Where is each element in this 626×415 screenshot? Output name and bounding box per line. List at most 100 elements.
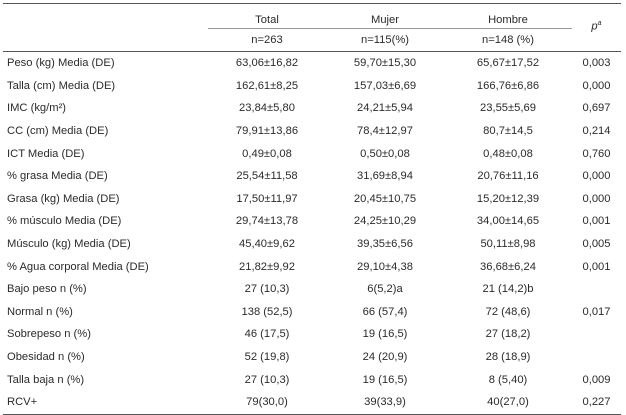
- cell-mujer: 24,21±5,94: [357, 102, 413, 115]
- cell-total: 27 (10,3): [244, 283, 290, 296]
- cell-mujer: 19 (16,5): [362, 373, 408, 386]
- cell-mujer: 19 (16,5): [362, 328, 408, 341]
- row-label: Peso (kg) Media (DE): [7, 57, 115, 70]
- cell-hombre: 20,76±11,16: [477, 170, 539, 183]
- table-row: Talla (cm) Media (DE) 162,61±8,25 157,03±6…: [3, 75, 621, 98]
- cell-p-value: 0,760: [582, 147, 611, 160]
- cell-hombre: 28 (18,9): [485, 351, 531, 364]
- cell-hombre: 36,68±6,24: [480, 260, 536, 273]
- table-row: Obesidad n (%) 52 (19,8) 24 (20,9) 28 (18,9…: [3, 346, 621, 369]
- row-label: Músculo (kg) Media (DE): [7, 238, 131, 251]
- table-row: ICT Media (DE) 0,49±0,08 0,50±0,08 0,48±0,0…: [3, 142, 621, 165]
- cell-p-value: [572, 323, 621, 346]
- cell-hombre: 50,11±8,98: [480, 238, 536, 251]
- cell-total: 46 (17,5): [244, 328, 290, 341]
- table-row: Grasa (kg) Media (DE) 17,50±11,97 20,45±10…: [3, 188, 621, 211]
- results-table: Total Mujer Hombre pa n=263 n=115(%) n=1…: [3, 3, 621, 415]
- row-label: CC (cm) Media (DE): [7, 125, 109, 138]
- cell-p-value: 0,000: [582, 192, 611, 205]
- cell-hombre: 72 (48,6): [485, 305, 531, 318]
- cell-p-value: 0,697: [582, 102, 611, 115]
- cell-p-value: 0,000: [582, 79, 611, 92]
- cell-hombre: 40(27,0): [444, 390, 572, 415]
- cell-mujer: 39,35±6,56: [357, 238, 413, 251]
- row-label: Talla (cm) Media (DE): [7, 79, 116, 92]
- cell-p-value: 0,009: [582, 373, 611, 386]
- cell-p-value: 0,214: [582, 125, 611, 138]
- row-label: % grasa Media (DE): [7, 170, 108, 183]
- cell-p-value: 0,003: [582, 57, 611, 70]
- cell-mujer: 31,69±8,94: [357, 170, 413, 183]
- header-p-value: pa: [572, 3, 621, 52]
- cell-hombre: 27 (18,2): [485, 328, 531, 341]
- header-n-total: n=263: [208, 28, 326, 52]
- header-p-superscript: a: [597, 20, 602, 28]
- header-n-mujer: n=115(%): [326, 28, 444, 52]
- cell-mujer: 24,25±10,29: [353, 215, 417, 228]
- cell-mujer: 66 (57,4): [362, 305, 408, 318]
- header-total: Total: [208, 3, 326, 29]
- cell-hombre: 34,00±14,65: [476, 215, 540, 228]
- row-label: RCV+: [3, 390, 208, 415]
- row-label: Grasa (kg) Media (DE): [7, 192, 120, 205]
- table-row: Peso (kg) Media (DE) 63,06±16,82 59,70±15,…: [3, 52, 621, 75]
- cell-p-value: 0,000: [582, 170, 611, 183]
- row-label: % Agua corporal Media (DE): [7, 260, 149, 273]
- row-label: Bajo peso n (%): [7, 283, 87, 296]
- cell-total: 25,54±11,58: [236, 170, 298, 183]
- cell-hombre: 23,55±5,69: [480, 102, 536, 115]
- table-row: % grasa Media (DE) 25,54±11,58 31,69±8,94 2…: [3, 165, 621, 188]
- cell-mujer: 24 (20,9): [362, 351, 408, 364]
- cell-mujer: 6(5,2)a: [367, 283, 403, 296]
- table-header: Total Mujer Hombre pa n=263 n=115(%) n=1…: [3, 3, 621, 52]
- cell-hombre: 8 (5,40): [488, 373, 528, 386]
- row-label: Obesidad n (%): [7, 351, 85, 364]
- cell-p-value: [572, 346, 621, 369]
- table-row: % Agua corporal Media (DE) 21,82±9,92 29,1…: [3, 255, 621, 278]
- cell-mujer: 20,45±10,75: [353, 192, 417, 205]
- row-label: IMC (kg/m²): [7, 102, 67, 115]
- cell-total: 0,49±0,08: [242, 147, 292, 160]
- cell-hombre: 15,20±12,39: [476, 192, 540, 205]
- header-n-hombre: n=148 (%): [444, 28, 572, 52]
- cell-hombre: 80,7±14,5: [483, 125, 533, 138]
- header-mujer: Mujer: [326, 3, 444, 29]
- row-label: ICT Media (DE): [7, 147, 85, 160]
- table-row: IMC (kg/m²) 23,84±5,80 24,21±5,94 23,55±5,6…: [3, 97, 621, 120]
- table-row: % músculo Media (DE) 29,74±13,78 24,25±10,…: [3, 210, 621, 233]
- cell-p-value: 0,017: [582, 305, 611, 318]
- cell-total: 23,84±5,80: [239, 102, 295, 115]
- cell-p-value: [572, 278, 621, 301]
- table-row: Bajo peso n (%) 27 (10,3) 6(5,2)a 21 (14,2)…: [3, 278, 621, 301]
- header-p-letter: p: [591, 20, 598, 33]
- cell-total: 79,91±13,86: [235, 125, 299, 138]
- row-label: % músculo Media (DE): [7, 215, 122, 228]
- cell-hombre: 65,67±17,52: [476, 57, 540, 70]
- cell-total: 27 (10,3): [244, 373, 290, 386]
- header-hombre: Hombre: [444, 3, 572, 29]
- cell-total: 17,50±11,97: [236, 192, 298, 205]
- cell-p-value: 0,001: [582, 215, 611, 228]
- cell-mujer: 157,03±6,69: [353, 79, 417, 92]
- cell-p-value: 0,227: [572, 390, 621, 415]
- table-body: Peso (kg) Media (DE) 63,06±16,82 59,70±15,…: [3, 52, 621, 415]
- cell-hombre: 21 (14,2)b: [482, 283, 534, 296]
- cell-hombre: 0,48±0,08: [483, 147, 533, 160]
- cell-p-value: 0,001: [582, 260, 611, 273]
- table-row: CC (cm) Media (DE) 79,91±13,86 78,4±12,97 8…: [3, 120, 621, 143]
- row-label: Normal n (%): [7, 305, 73, 318]
- cell-mujer: 0,50±0,08: [360, 147, 410, 160]
- cell-total: 52 (19,8): [244, 351, 290, 364]
- table-row: Sobrepeso n (%) 46 (17,5) 19 (16,5) 27 (18,…: [3, 323, 621, 346]
- table-row: Músculo (kg) Media (DE) 45,40±9,62 39,35±6…: [3, 233, 621, 256]
- cell-total: 21,82±9,92: [239, 260, 295, 273]
- cell-mujer: 59,70±15,30: [353, 57, 417, 70]
- cell-mujer: 29,10±4,38: [357, 260, 413, 273]
- cell-mujer: 39(33,9): [326, 390, 444, 415]
- header-empty-cell-2: [3, 28, 208, 52]
- row-label: Talla baja n (%): [7, 373, 85, 386]
- cell-hombre: 166,76±6,86: [476, 79, 540, 92]
- cell-total: 45,40±9,62: [239, 238, 295, 251]
- cell-total: 138 (52,5): [241, 305, 293, 318]
